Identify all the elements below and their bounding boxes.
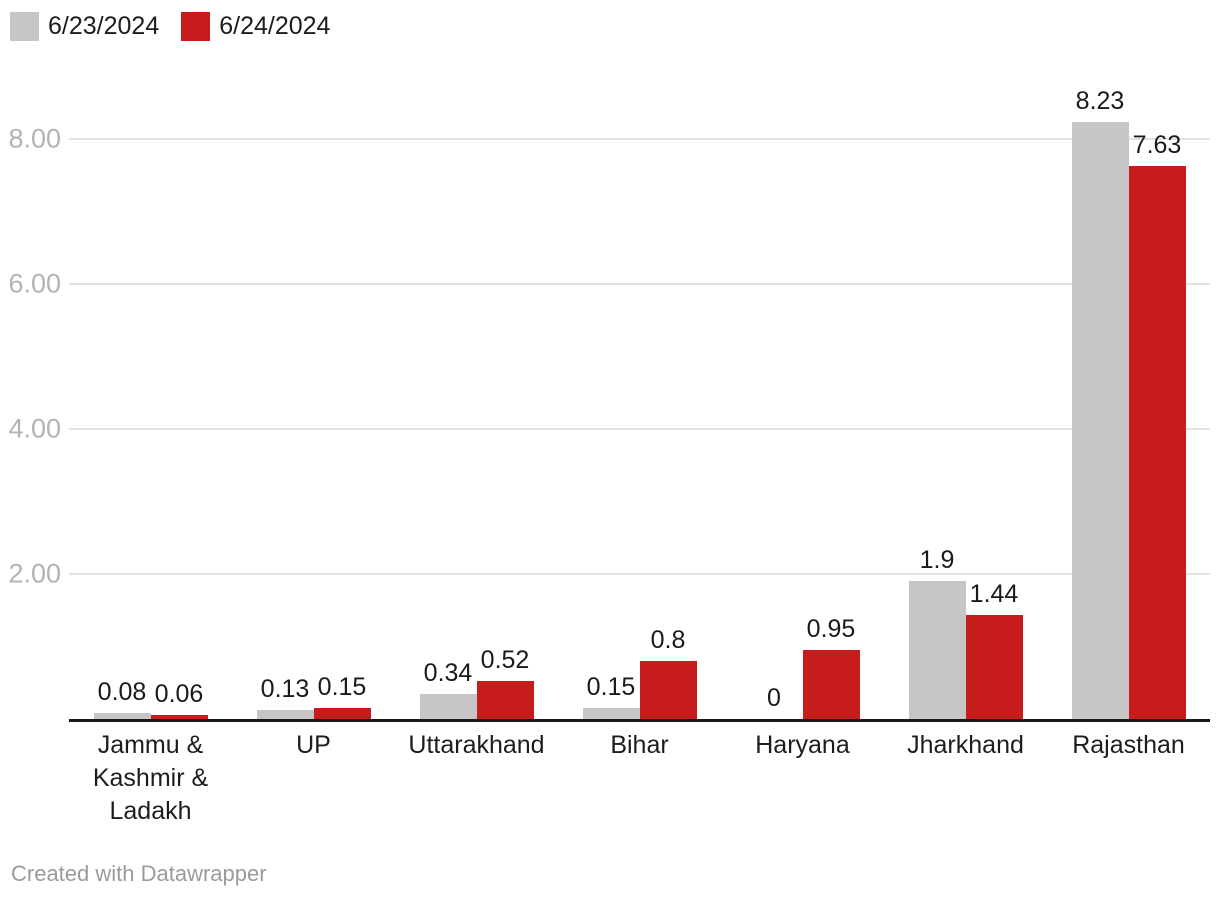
bar-value-label: 0.8	[650, 626, 686, 654]
x-axis-line	[69, 719, 1210, 722]
category-axis-labels: Jammu & Kashmir & Ladakh UP Uttarakhand Bih…	[69, 729, 1210, 828]
y-axis-tick-label: 4.00	[8, 413, 61, 444]
gridline	[69, 282, 1210, 285]
bar-series-1: 0.95	[802, 615, 860, 719]
plot-area: 0.08 0.06 0.13 0.15 0.34 0.52 0.15 0.8 0 0.95 1.9 1…	[8, 75, 1210, 722]
bar-group: 8.23 7.63	[1047, 87, 1210, 719]
bar-group: 0.15 0.8	[558, 626, 721, 719]
bar-series-1: 1.44	[965, 580, 1023, 719]
x-category-label: Rajasthan	[1072, 731, 1185, 759]
y-axis-tick-label: 2.00	[8, 558, 61, 589]
bar-value-label: 8.23	[1075, 87, 1125, 116]
bar-series-1: 0.8	[639, 626, 697, 719]
bar-value-label: 0.06	[154, 679, 204, 708]
bar-value-label: 0.13	[260, 674, 310, 703]
bar-value-label: 1.44	[969, 579, 1019, 608]
x-category-label: Bihar	[610, 731, 669, 759]
bar-series-0: 0.15	[582, 673, 640, 719]
bar-group: 1.9 1.44	[884, 546, 1047, 719]
bar-series-0: 0.13	[256, 675, 314, 719]
x-category-label: Uttarakhand	[408, 731, 545, 759]
gridline	[69, 572, 1210, 575]
bar-group: 0.08 0.06	[69, 678, 232, 719]
bar-groups: 0.08 0.06 0.13 0.15 0.34 0.52 0.15 0.8 0 0.95 1.9 1…	[69, 75, 1210, 719]
bar-series-1: 0.15	[313, 673, 371, 719]
x-category-label: UP	[296, 731, 331, 759]
y-axis-tick-label: 8.00	[8, 123, 61, 154]
bar-value-label: 0.15	[317, 673, 367, 702]
chart-legend: 6/23/2024 6/24/2024	[10, 12, 330, 41]
bar-series-0: 1.9	[908, 546, 966, 719]
y-axis-tick-label: 6.00	[8, 268, 61, 299]
bar-value-label: 0.08	[97, 678, 147, 707]
bar-value-label: 0.95	[806, 615, 856, 644]
x-category-label: Jammu & Kashmir & Ladakh	[92, 731, 209, 825]
datawrapper-credit: Created with Datawrapper	[11, 861, 267, 886]
legend-swatch-icon	[181, 12, 211, 41]
legend-label: 6/24/2024	[219, 12, 331, 40]
legend-swatch-icon	[10, 12, 39, 41]
x-category-label: Jharkhand	[907, 731, 1024, 759]
bar-series-0: 0.08	[93, 678, 151, 719]
bar-value-label: 7.63	[1132, 130, 1182, 159]
bar-value-label: 0	[767, 684, 781, 712]
bar-group: 0.13 0.15	[232, 673, 395, 719]
bar-group: 0 0.95	[721, 615, 884, 719]
bar-group: 0.34 0.52	[395, 646, 558, 719]
legend-item-series-0: 6/23/2024	[10, 12, 159, 41]
gridline	[69, 427, 1210, 430]
bar-series-1: 0.52	[476, 646, 534, 719]
bar-series-0: 8.23	[1071, 87, 1129, 719]
gridline	[69, 137, 1210, 140]
bar-value-label: 0.15	[586, 673, 636, 702]
legend-item-series-1: 6/24/2024	[181, 12, 330, 41]
bar-series-1: 7.63	[1128, 131, 1186, 719]
bar-value-label: 1.9	[919, 546, 955, 575]
x-category-label: Haryana	[755, 731, 850, 759]
legend-label: 6/23/2024	[48, 12, 160, 40]
bar-value-label: 0.52	[480, 646, 530, 675]
bar-series-0: 0.34	[419, 659, 477, 719]
bar-value-label: 0.34	[423, 659, 473, 688]
bar-series-1: 0.06	[150, 680, 208, 719]
